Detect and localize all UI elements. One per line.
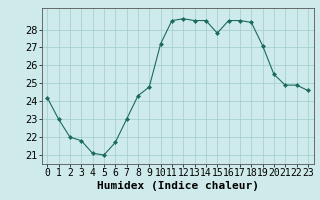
X-axis label: Humidex (Indice chaleur): Humidex (Indice chaleur)	[97, 181, 259, 191]
